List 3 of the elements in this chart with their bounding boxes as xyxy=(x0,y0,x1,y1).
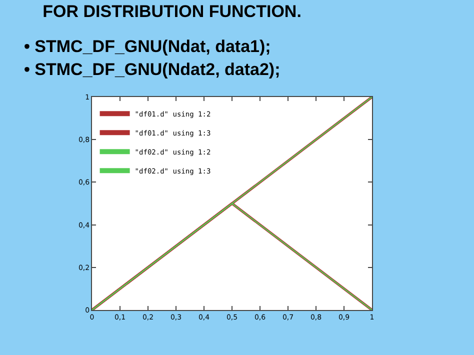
chart-title: FOR DISTRIBUTION FUNCTION. xyxy=(42,2,302,22)
text: • STMC_DF_GNU(Ndat, data1); xyxy=(24,37,271,56)
text: • STMC_DF_GNU(Ndat2, data2); xyxy=(24,60,280,79)
